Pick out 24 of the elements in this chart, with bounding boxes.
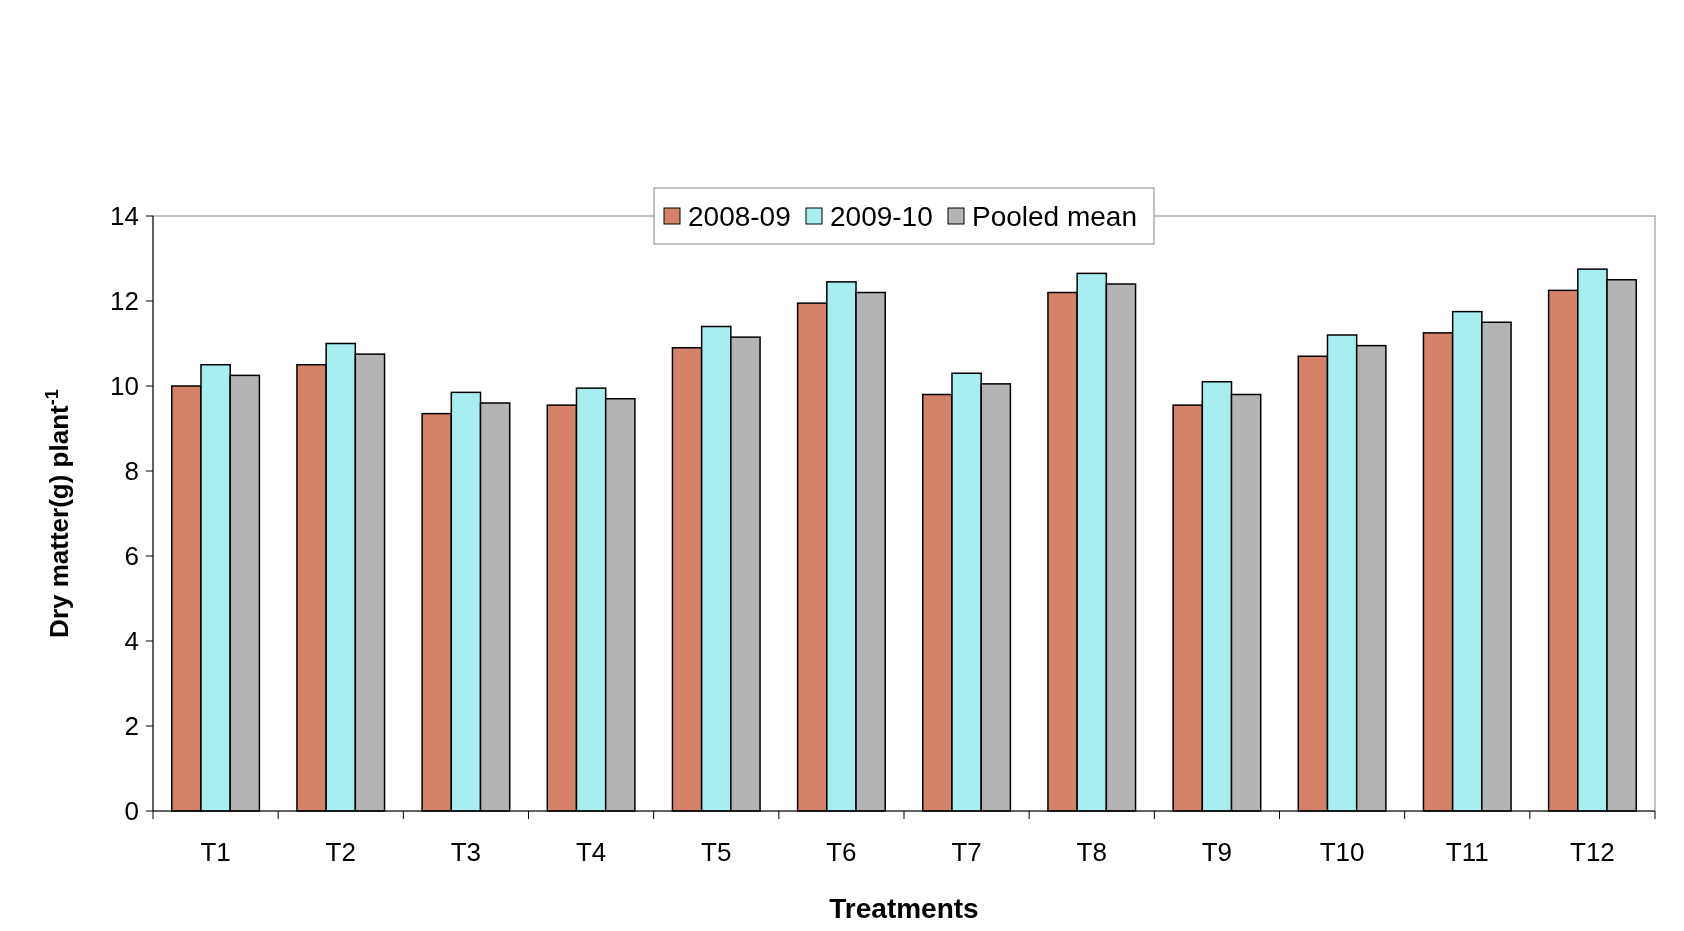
x-tick-label: T8 — [1076, 837, 1107, 867]
y-tick-label: 0 — [124, 796, 139, 827]
legend-label: 2009-10 — [830, 200, 933, 232]
y-tick-label: 10 — [110, 371, 139, 402]
x-tick-label: T5 — [701, 837, 732, 867]
x-axis-title: Treatments — [829, 893, 979, 924]
x-tick-label: T7 — [951, 837, 982, 867]
legend-label: 2008-09 — [688, 200, 791, 232]
x-tick-label: T6 — [826, 837, 857, 867]
x-tick-label: T11 — [1445, 837, 1489, 867]
y-tick-label: 4 — [124, 626, 139, 657]
x-tick-label: T9 — [1201, 837, 1233, 867]
x-tick-label: T1 — [200, 837, 231, 867]
y-tick-label: 8 — [124, 456, 139, 487]
y-tick-label: 6 — [124, 541, 139, 572]
y-tick-label: 2 — [124, 711, 139, 742]
legend-label: Pooled mean — [972, 200, 1138, 232]
x-tick-label: T12 — [1570, 837, 1615, 867]
y-tick-label: 12 — [110, 286, 139, 317]
x-tick-label: T3 — [450, 837, 482, 867]
x-tick-label: T10 — [1319, 837, 1365, 867]
y-tick-label: 14 — [110, 201, 139, 232]
x-tick-label: T2 — [325, 837, 356, 867]
x-tick-label: T4 — [575, 837, 607, 867]
